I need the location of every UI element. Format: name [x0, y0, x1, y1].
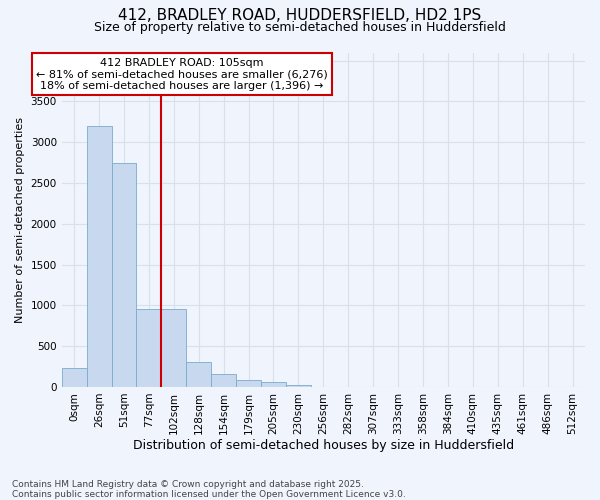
X-axis label: Distribution of semi-detached houses by size in Huddersfield: Distribution of semi-detached houses by … — [133, 440, 514, 452]
Bar — [62, 368, 86, 387]
Bar — [112, 162, 136, 387]
Text: 412, BRADLEY ROAD, HUDDERSFIELD, HD2 1PS: 412, BRADLEY ROAD, HUDDERSFIELD, HD2 1PS — [118, 8, 482, 22]
Bar — [136, 310, 161, 387]
Bar — [286, 384, 311, 387]
Bar — [236, 380, 261, 387]
Y-axis label: Number of semi-detached properties: Number of semi-detached properties — [15, 116, 25, 322]
Bar — [211, 374, 236, 387]
Bar — [261, 382, 286, 387]
Bar — [86, 126, 112, 387]
Bar — [161, 310, 186, 387]
Text: Size of property relative to semi-detached houses in Huddersfield: Size of property relative to semi-detach… — [94, 21, 506, 34]
Bar — [186, 362, 211, 387]
Text: 412 BRADLEY ROAD: 105sqm
← 81% of semi-detached houses are smaller (6,276)
18% o: 412 BRADLEY ROAD: 105sqm ← 81% of semi-d… — [36, 58, 328, 90]
Text: Contains HM Land Registry data © Crown copyright and database right 2025.
Contai: Contains HM Land Registry data © Crown c… — [12, 480, 406, 499]
